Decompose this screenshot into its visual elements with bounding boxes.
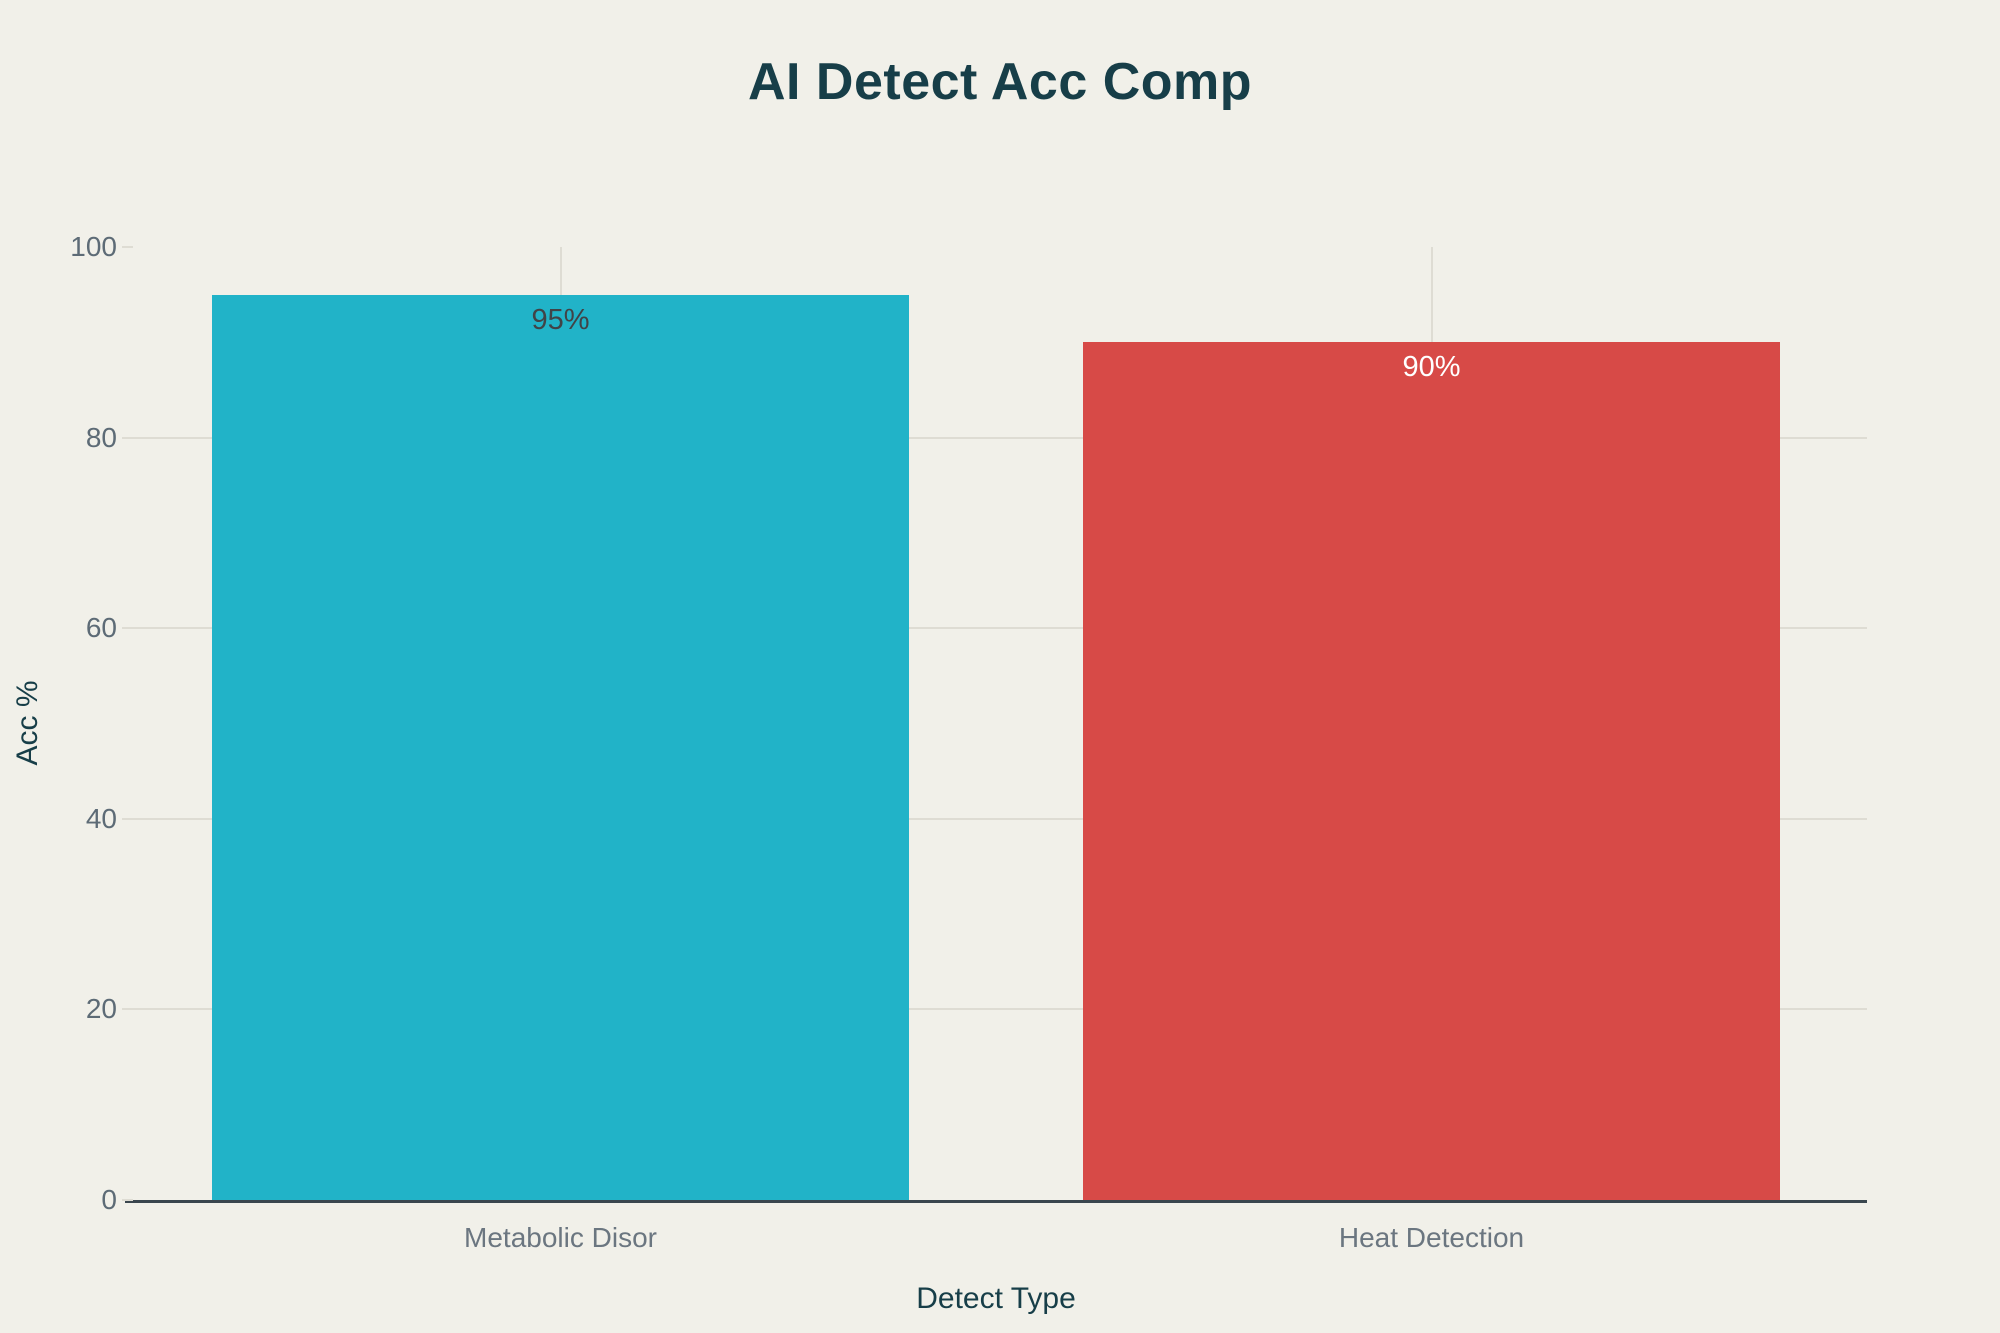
x-category-label-metabolic-disor: Metabolic Disor bbox=[464, 1222, 657, 1253]
bar-metabolic-disor[interactable]: 95% bbox=[212, 294, 909, 1200]
y-tick-mark-60 bbox=[122, 627, 133, 630]
chart-title: AI Detect Acc Comp bbox=[747, 53, 1253, 111]
y-tick-mark-40 bbox=[122, 817, 133, 820]
x-axis: Metabolic Disor Heat Detection bbox=[125, 1218, 1867, 1258]
plot-area: 95% 90% bbox=[122, 246, 1867, 1203]
x-category-label-heat-detection: Heat Detection bbox=[1338, 1222, 1525, 1253]
bar-heat-detection[interactable]: 90% bbox=[1083, 342, 1780, 1200]
y-tick-mark-80 bbox=[122, 436, 133, 439]
y-tick-label-100: 100 bbox=[70, 231, 117, 262]
bar-value-label-metabolic-disor: 95% bbox=[531, 303, 590, 336]
y-tick-mark-20 bbox=[122, 1008, 133, 1011]
y-tick-label-20: 20 bbox=[85, 993, 117, 1025]
y-axis: 0 20 40 60 80 100 bbox=[0, 231, 117, 1215]
x-axis-title: Detect Type bbox=[916, 1282, 1076, 1315]
y-tick-label-80: 80 bbox=[85, 421, 117, 453]
gridline-y-20 bbox=[125, 1008, 1867, 1011]
gridline-y-80 bbox=[125, 436, 1867, 439]
gridline-y-60 bbox=[125, 627, 1867, 630]
y-tick-label-40: 40 bbox=[85, 802, 117, 834]
gridline-y-40 bbox=[125, 817, 1867, 820]
y-tick-label-60: 60 bbox=[85, 612, 117, 644]
y-tick-mark-100 bbox=[122, 246, 133, 248]
bar-value-label-heat-detection: 90% bbox=[1402, 351, 1461, 384]
y-tick-mark-0 bbox=[122, 1199, 133, 1201]
y-tick-label-0: 0 bbox=[101, 1184, 117, 1215]
